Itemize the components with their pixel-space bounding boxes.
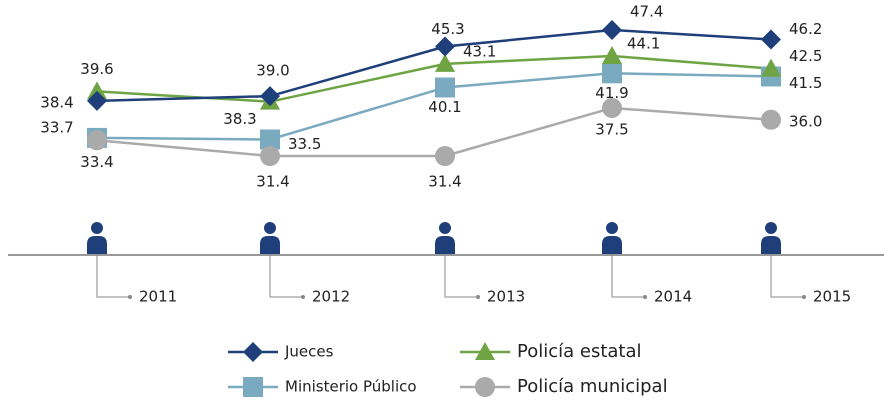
point (602, 45, 622, 64)
legend-marker (243, 342, 263, 362)
data-label: 33.4 (80, 153, 113, 171)
data-label: 33.7 (40, 118, 73, 136)
year-connector (96, 255, 130, 298)
point (87, 90, 107, 111)
data-label: 45.3 (431, 20, 464, 38)
legend-label: Jueces (284, 343, 334, 361)
connector-dot (128, 295, 132, 299)
point (602, 97, 622, 118)
point (87, 81, 107, 100)
data-label: 40.1 (428, 98, 461, 116)
data-label: 38.3 (223, 110, 256, 128)
x-tick-label: 2012 (312, 288, 350, 306)
point (260, 146, 280, 166)
legend-marker (475, 342, 495, 360)
point (260, 86, 280, 107)
data-label: 33.5 (288, 135, 321, 153)
person-body (87, 236, 107, 254)
data-label: 46.2 (789, 20, 822, 38)
person-body (602, 236, 622, 254)
point (435, 36, 455, 57)
connector-dot (802, 295, 806, 299)
point (87, 130, 107, 151)
year-connector (770, 255, 804, 298)
point (435, 146, 455, 166)
legend-marker (475, 377, 495, 397)
point (602, 63, 622, 84)
point (761, 58, 781, 77)
connector-dot (301, 295, 305, 299)
data-label: 37.5 (595, 120, 628, 138)
point (761, 109, 781, 130)
point (435, 53, 455, 72)
year-connector (444, 255, 478, 298)
x-tick-label: 2015 (813, 288, 851, 306)
point (260, 129, 280, 150)
x-tick-label: 2011 (139, 288, 177, 306)
data-label: 31.4 (256, 173, 289, 191)
legend-label: Policía estatal (517, 341, 642, 362)
person-body (260, 236, 280, 254)
person-body (761, 236, 781, 254)
year-connector (611, 255, 645, 298)
data-label: 39.0 (256, 62, 289, 80)
data-label: 31.4 (428, 173, 461, 191)
data-label: 41.5 (789, 74, 822, 92)
series-line (96, 54, 772, 103)
data-label: 43.1 (463, 42, 496, 60)
x-tick-label: 2013 (487, 288, 525, 306)
person-head (606, 222, 618, 234)
data-label: 42.5 (789, 47, 822, 65)
person-head (765, 222, 777, 234)
person-head (439, 222, 451, 234)
year-connector (269, 255, 303, 298)
connector-dot (476, 295, 480, 299)
x-tick-label: 2014 (654, 288, 692, 306)
legend-label: Ministerio Público (285, 378, 417, 396)
legend-label: Policía municipal (517, 376, 668, 397)
connector-dot (643, 295, 647, 299)
data-label: 44.1 (627, 34, 660, 52)
person-head (264, 222, 276, 234)
person-body (435, 236, 455, 254)
data-label: 36.0 (789, 112, 822, 130)
legend-marker (243, 377, 263, 397)
data-label: 47.4 (630, 3, 663, 21)
data-label: 41.9 (595, 84, 628, 102)
point (602, 20, 622, 40)
point (761, 29, 781, 50)
data-label: 38.4 (40, 93, 73, 111)
data-label: 39.6 (80, 60, 113, 78)
person-head (91, 222, 103, 234)
point (435, 77, 455, 98)
